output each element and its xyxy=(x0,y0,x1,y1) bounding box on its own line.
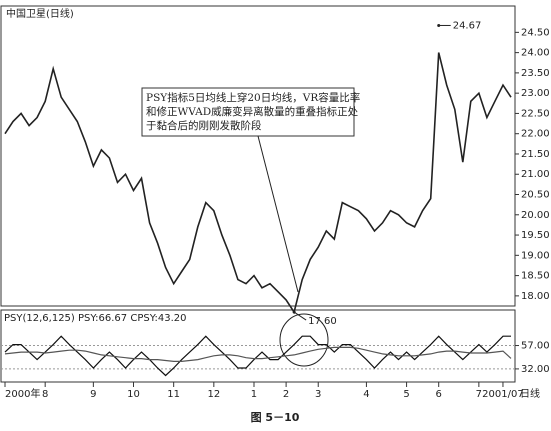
y-tick-label: 57.00 xyxy=(521,341,550,352)
x-tick-label: 10 xyxy=(127,389,140,400)
chart-title: 中国卫星(日线) xyxy=(6,7,74,20)
caption: 图 5－10 xyxy=(251,411,300,424)
annotation: 于黏合后的刚刚发散阶段 xyxy=(146,119,262,132)
highlight-circle xyxy=(279,313,329,367)
annotation: PSY指标5日均线上穿20日均线，VR容量比率 xyxy=(146,91,360,104)
x-tick-label: 11 xyxy=(167,389,180,400)
y-tick-label: 20.00 xyxy=(521,210,550,221)
series-line xyxy=(4,52,512,315)
annotation: 和修正WVAD威廉变异离散量的重叠指标正处 xyxy=(146,105,359,118)
series-line xyxy=(4,335,511,377)
point-arrow xyxy=(293,311,307,321)
y-tick-label: 21.00 xyxy=(521,169,550,180)
x-tick-label: 6 xyxy=(436,389,442,400)
x-tick-label: 1 xyxy=(251,389,257,400)
y-tick-label: 19.50 xyxy=(521,230,550,241)
point-label: 17.60 xyxy=(308,316,337,327)
point-label: 24.67 xyxy=(453,20,482,31)
x-tick-label: 2001/07 xyxy=(482,389,524,400)
x-tick-label: 8 xyxy=(42,389,48,400)
y-tick-label: 23.00 xyxy=(521,88,550,99)
y-tick-label: 19.00 xyxy=(521,250,550,261)
x-tick-label: 12 xyxy=(207,389,220,400)
y-tick-label: 23.50 xyxy=(521,68,550,79)
x-tick-label: 2000年 xyxy=(5,387,40,400)
x-tick-label: 9 xyxy=(90,389,96,400)
price-frame xyxy=(0,5,516,307)
psy-title: PSY(12,6,125) PSY:66.67 CPSY:43.20 xyxy=(4,313,186,324)
y-tick-label: 24.00 xyxy=(521,48,550,59)
annotation-arrow xyxy=(257,135,299,293)
x-axis-label: 日线 xyxy=(520,387,540,400)
y-tick-label: 22.00 xyxy=(521,129,550,140)
annotation-box xyxy=(141,87,355,137)
y-tick-label: 18.50 xyxy=(521,271,550,282)
y-tick-label: 22.50 xyxy=(521,108,550,119)
series-line xyxy=(4,346,512,362)
x-tick-label: 7 xyxy=(476,389,482,400)
x-tick-label: 4 xyxy=(363,389,369,400)
x-tick-label: 3 xyxy=(315,389,321,400)
y-tick-label: 32.00 xyxy=(521,364,550,375)
x-tick-label: 2 xyxy=(283,389,289,400)
y-tick-label: 20.50 xyxy=(521,190,550,201)
y-tick-label: 24.50 xyxy=(521,27,550,38)
y-tick-label: 18.00 xyxy=(521,291,550,302)
x-tick-label: 5 xyxy=(403,389,409,400)
y-tick-label: 21.50 xyxy=(521,149,550,160)
